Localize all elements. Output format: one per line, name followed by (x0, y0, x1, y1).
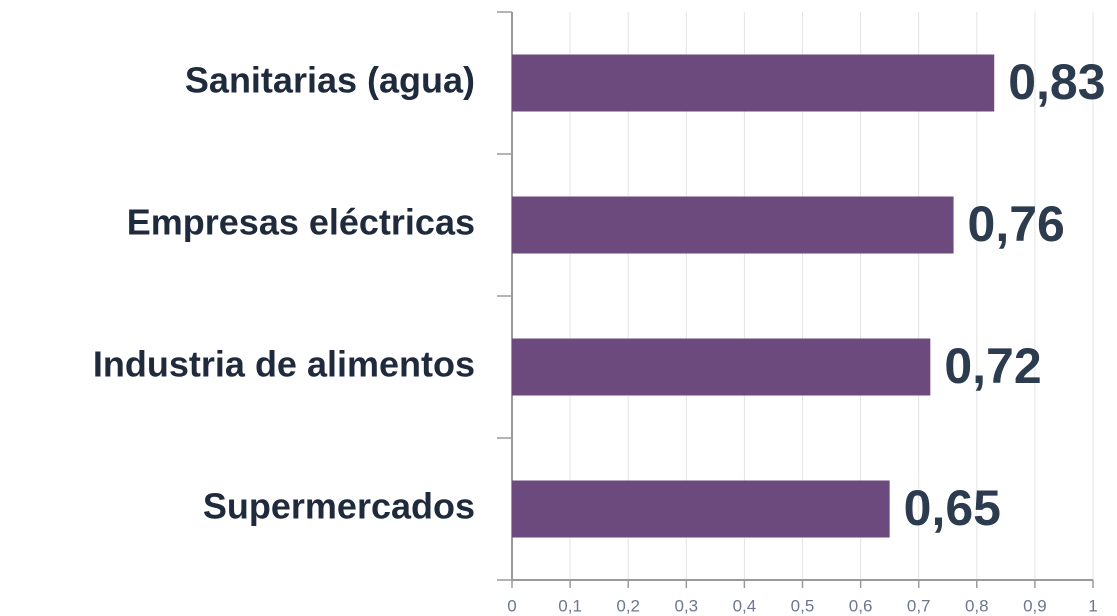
bar (512, 480, 890, 538)
x-tick-label: 0,8 (965, 596, 989, 615)
x-tick-label: 0,1 (558, 596, 582, 615)
value-label: 0,65 (904, 480, 1001, 536)
x-tick-label: 0,2 (616, 596, 640, 615)
x-tick-label: 1 (1088, 596, 1097, 615)
x-tick-label: 0,7 (907, 596, 931, 615)
value-label: 0,83 (1008, 54, 1105, 110)
bar (512, 338, 931, 396)
value-label: 0,76 (968, 196, 1065, 252)
x-tick-label: 0,5 (791, 596, 815, 615)
category-label: Empresas eléctricas (127, 202, 475, 243)
x-tick-label: 0,4 (733, 596, 757, 615)
category-label: Sanitarias (agua) (185, 60, 475, 101)
bar (512, 54, 995, 112)
category-label: Supermercados (203, 486, 475, 527)
x-tick-label: 0 (507, 596, 516, 615)
bar (512, 196, 954, 254)
value-label: 0,72 (944, 338, 1041, 394)
category-label: Industria de alimentos (93, 344, 475, 385)
x-tick-label: 0,6 (849, 596, 873, 615)
x-tick-label: 0,9 (1023, 596, 1047, 615)
x-tick-label: 0,3 (674, 596, 698, 615)
